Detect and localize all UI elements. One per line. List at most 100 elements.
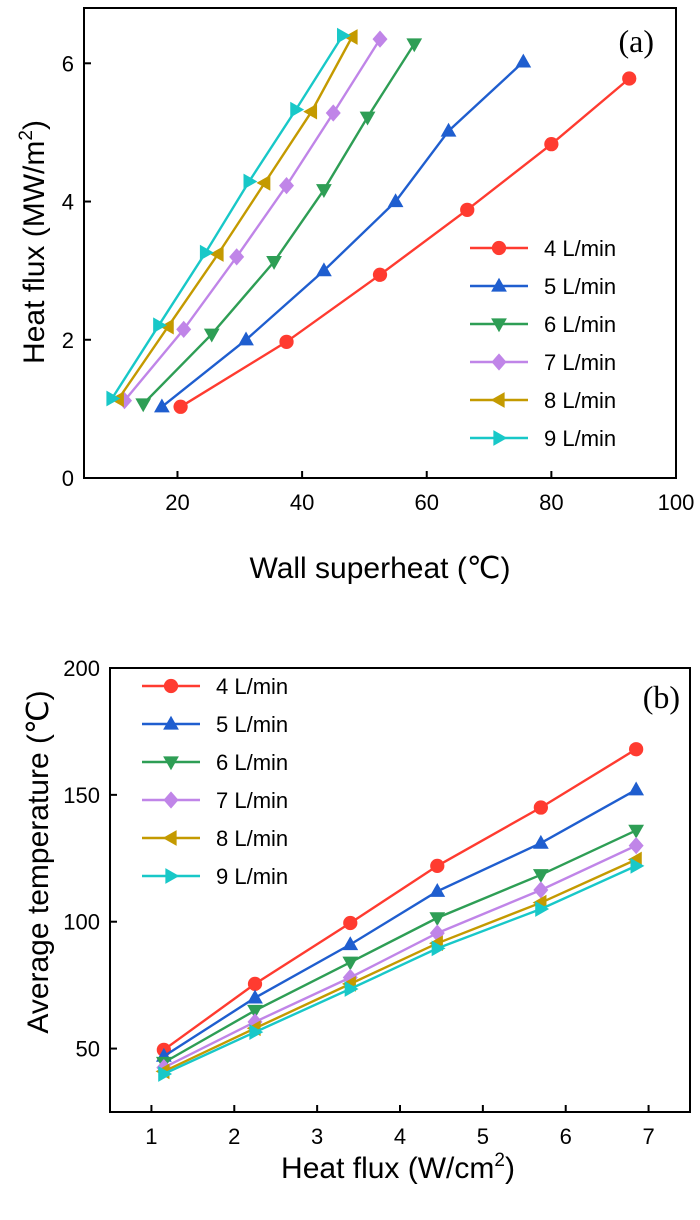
panel-a-y-axis-label: Heat flux (MW/m2) bbox=[16, 120, 51, 364]
panel-a-legend-item-8-l-min-label: 8 L/min bbox=[544, 388, 616, 413]
panel-a-series-5-l-min-point bbox=[154, 398, 170, 413]
panel-a-y-tick-label: 0 bbox=[62, 466, 74, 491]
panel-a-series-7-l-min bbox=[117, 30, 388, 410]
panel-b-series-4-l-min-point bbox=[343, 915, 358, 931]
panel-a-legend-item-5-l-min-label: 5 L/min bbox=[544, 274, 616, 299]
panel-a-series-8-l-min-point bbox=[343, 29, 358, 45]
panel-a-x-tick-label: 20 bbox=[165, 490, 189, 515]
panel-b-legend-item-8-l-min-label: 8 L/min bbox=[216, 826, 288, 851]
panel-b-x-axis-label: Heat flux (W/cm2) bbox=[281, 1150, 515, 1185]
panel-a-series-6-l-min-point bbox=[359, 111, 376, 126]
panel-b-x-tick-label: 6 bbox=[560, 1124, 572, 1149]
panel-a-legend-item-8-l-min-marker bbox=[490, 392, 505, 408]
panel-a-y-tick-label: 4 bbox=[62, 190, 74, 215]
panel-b-series-6-l-min-point bbox=[628, 824, 645, 839]
panel-b-series-7-l-min-line bbox=[163, 844, 637, 1069]
panel-b-series-6-l-min-point bbox=[342, 956, 359, 971]
panel-b-x-tick-label: 2 bbox=[228, 1124, 240, 1149]
panel-b-series-9-l-min-point bbox=[344, 981, 359, 997]
panel-b-y-axis-label: Average temperature (℃) bbox=[22, 690, 55, 1033]
panel-b-series-4-l-min-point bbox=[629, 742, 644, 757]
panel-a-legend-item-9-l-min-marker bbox=[493, 430, 508, 446]
panel-b-series-9-l-min-point bbox=[535, 901, 550, 917]
panel-b-legend-item-8-l-min-marker bbox=[162, 830, 177, 846]
panel-b-x-tick-label: 5 bbox=[477, 1124, 489, 1149]
panel-a-series-6-l-min-point bbox=[135, 398, 152, 413]
panel-b-legend-item-9-l-min: 9 L/min bbox=[142, 864, 288, 889]
panel-b-legend-item-5-l-min-marker bbox=[163, 715, 179, 730]
panel-b-y-tick-label: 200 bbox=[63, 656, 100, 681]
panel-a-series-6-l-min-point bbox=[203, 328, 220, 343]
panel-a-legend-item-8-l-min: 8 L/min bbox=[470, 388, 616, 413]
panel-a-legend-item-9-l-min: 9 L/min bbox=[470, 426, 616, 451]
panel-a-legend-item-5-l-min: 5 L/min bbox=[470, 274, 616, 299]
panel-a-series-7-l-min-point bbox=[325, 104, 341, 122]
panel-a-series-4-l-min-point bbox=[372, 267, 388, 282]
panel-b-x-axis-label-main: Heat flux (W/cm bbox=[281, 1152, 494, 1185]
panel-a-series-7-l-min-point bbox=[279, 177, 295, 195]
panel-a-series-9-l-min-point bbox=[336, 27, 351, 44]
panel-b-series-6-l-min-point bbox=[532, 869, 549, 884]
panel-b-series-9-l-min-point bbox=[431, 940, 446, 957]
panel-a-legend-item-4-l-min-marker bbox=[491, 240, 507, 256]
panel-b-series-5-l-min-point bbox=[342, 936, 359, 951]
panel-a-x-tick-label: 80 bbox=[539, 490, 563, 515]
panel-b-series-4-l-min-point bbox=[533, 800, 548, 815]
panel-b-series-6-l-min-line bbox=[163, 829, 637, 1064]
panel-b-legend-item-6-l-min-marker bbox=[163, 756, 179, 771]
panel-a-plot-area: 20 40 60 80 100 0 2 4 6 4 L/min 5 L/min 6 L/min 7 L/… bbox=[62, 7, 694, 515]
panel-a-series-6-l-min-point bbox=[406, 38, 423, 53]
panel-b-x-axis-label-end: ) bbox=[505, 1152, 515, 1185]
panel-a-x-tick-label: 40 bbox=[290, 490, 314, 515]
panel-b-y-tick-label: 150 bbox=[63, 783, 100, 808]
panel-b-series-7-l-min-point bbox=[533, 881, 549, 899]
panel-b-legend-item-4-l-min-marker bbox=[163, 678, 179, 694]
panel-a-legend-item-5-l-min-marker bbox=[491, 277, 507, 292]
panel-a-series-5-l-min-point bbox=[515, 53, 532, 68]
panel-a-series-9-l-min bbox=[106, 27, 351, 407]
panel-b-legend: 4 L/min 5 L/min 6 L/min 7 L/min 8 L/min 9 L/m… bbox=[142, 674, 288, 889]
panel-a-series-5-l-min-point bbox=[440, 122, 457, 137]
panel-a-series-5-l-min bbox=[154, 53, 532, 413]
panel-a-legend-item-6-l-min-marker bbox=[491, 318, 507, 333]
panel-b-legend-item-7-l-min-marker bbox=[163, 791, 179, 809]
panel-a-series-7-l-min-line bbox=[123, 38, 382, 402]
panel-a-series-4-l-min bbox=[173, 71, 637, 414]
panel-a-series-8-l-min-point bbox=[256, 174, 271, 191]
panel-a-plot-frame bbox=[83, 7, 677, 479]
panel-a-y-tick-label: 2 bbox=[62, 328, 74, 353]
panel-a-series-9-l-min-line bbox=[110, 34, 344, 400]
panel-b-legend-item-7-l-min: 7 L/min bbox=[142, 788, 288, 813]
panel-b-series-5-l-min bbox=[155, 781, 645, 1062]
panel-b-series-9-l-min-point bbox=[158, 1066, 173, 1082]
panel-a-legend-item-4-l-min-label: 4 L/min bbox=[544, 236, 616, 261]
panel-a-label: (a) bbox=[618, 23, 654, 59]
panel-a-series-4-l-min-point bbox=[460, 202, 475, 217]
panel-a-legend-item-4-l-min: 4 L/min bbox=[470, 236, 616, 261]
panel-b-series-9-l-min-point bbox=[630, 858, 645, 874]
panel-a-series-4-l-min-point bbox=[279, 334, 294, 349]
panel-a-legend-item-6-l-min: 6 L/min bbox=[470, 312, 616, 337]
panel-a-series-6-l-min-point bbox=[316, 184, 332, 199]
panel-a-x-axis-label: Wall superheat (℃) bbox=[250, 552, 511, 585]
panel-a-legend-item-6-l-min-label: 6 L/min bbox=[544, 312, 616, 337]
panel-b-series-5-l-min-point bbox=[247, 989, 263, 1004]
panel-b-legend-item-9-l-min-label: 9 L/min bbox=[216, 864, 288, 889]
panel-a-series-9-l-min-point bbox=[290, 101, 305, 118]
panel-b-series-8-l-min-line bbox=[163, 858, 637, 1073]
panel-b-legend-item-5-l-min: 5 L/min bbox=[142, 712, 288, 737]
panel-a-legend-item-7-l-min-marker bbox=[491, 353, 507, 371]
panel-b-chart: 1 2 3 4 5 6 7 50 100 150 200 4 L/min 5 L/min 6 L/min 7… bbox=[22, 656, 691, 1185]
panel-a-legend: 4 L/min 5 L/min 6 L/min 7 L/min 8 L/min 9 L/m… bbox=[470, 236, 616, 451]
panel-a-series-7-l-min-point bbox=[176, 320, 192, 339]
panel-b-legend-item-8-l-min: 8 L/min bbox=[142, 826, 288, 851]
panel-a-legend-item-7-l-min: 7 L/min bbox=[470, 350, 616, 375]
panel-b-legend-item-4-l-min: 4 L/min bbox=[142, 674, 288, 699]
panel-a-series-7-l-min-point bbox=[372, 30, 388, 48]
panel-b-series-6-l-min-point bbox=[247, 1004, 263, 1019]
panel-b-legend-item-9-l-min-marker bbox=[165, 868, 180, 884]
panel-b-y-tick-label: 100 bbox=[63, 910, 100, 935]
panel-b-series-5-l-min-point bbox=[429, 883, 446, 897]
panel-a-series-9-l-min-point bbox=[199, 244, 214, 261]
